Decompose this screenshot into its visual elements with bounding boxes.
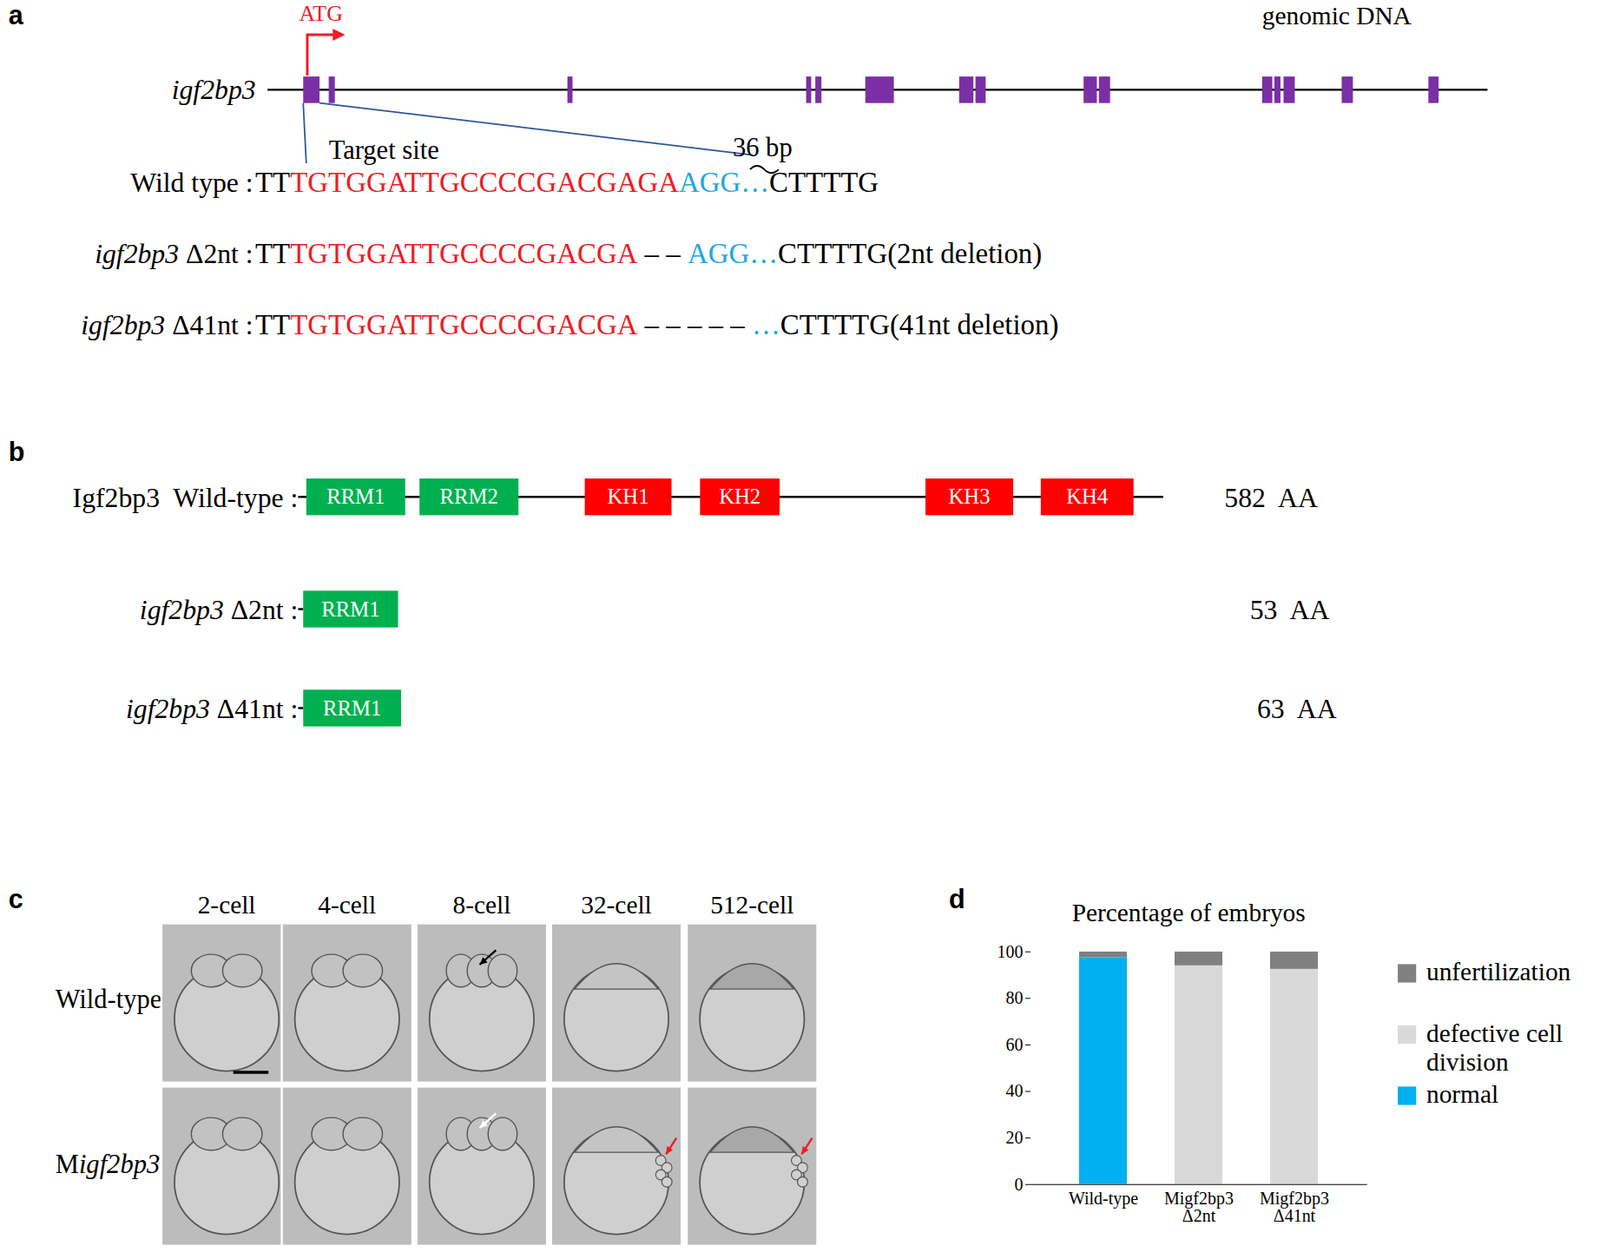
svg-text:36 bp: 36 bp — [732, 132, 793, 163]
svg-text:c: c — [8, 883, 24, 914]
svg-text:RRM1: RRM1 — [321, 597, 380, 621]
svg-text:KH2: KH2 — [718, 484, 761, 508]
svg-text:582 AA: 582 AA — [1224, 482, 1318, 514]
svg-text:igf2bp3 Δ41nt :: igf2bp3 Δ41nt : — [80, 309, 253, 341]
svg-text:igf2bp3 Δ2nt :: igf2bp3 Δ2nt : — [94, 238, 254, 270]
svg-text:Target site: Target site — [329, 135, 440, 165]
svg-text:Percentage of embryos: Percentage of embryos — [1072, 898, 1306, 927]
svg-text:KH1: KH1 — [607, 484, 650, 508]
svg-text:40: 40 — [1006, 1080, 1024, 1100]
svg-text:100: 100 — [997, 941, 1024, 961]
svg-text:d: d — [948, 883, 966, 914]
svg-text:Migf2bp3Δ41nt: Migf2bp3Δ41nt — [1259, 1188, 1330, 1225]
svg-text:53 AA: 53 AA — [1250, 594, 1331, 626]
svg-text:Migf2bp3: Migf2bp3 — [55, 1149, 161, 1179]
svg-text:Igf2bp3 Wild-type :: Igf2bp3 Wild-type : — [72, 482, 299, 514]
svg-text:Wild-type: Wild-type — [1068, 1188, 1139, 1209]
svg-text:RRM1: RRM1 — [326, 484, 385, 508]
svg-text:ATG: ATG — [299, 0, 343, 27]
svg-text:4-cell: 4-cell — [317, 890, 376, 919]
svg-text:Migf2bp3Δ2nt: Migf2bp3Δ2nt — [1164, 1188, 1234, 1225]
svg-text:KH3: KH3 — [948, 484, 991, 508]
svg-text:Wild-type: Wild-type — [55, 984, 163, 1014]
svg-text:80: 80 — [1006, 987, 1024, 1008]
svg-text:20: 20 — [1006, 1127, 1024, 1147]
svg-text:unfertilization: unfertilization — [1426, 957, 1572, 986]
svg-text:32-cell: 32-cell — [580, 890, 652, 919]
svg-text:512-cell: 512-cell — [710, 890, 794, 919]
svg-text:a: a — [8, 0, 25, 30]
svg-text:b: b — [8, 436, 26, 467]
svg-text:60: 60 — [1006, 1034, 1024, 1054]
svg-text:normal: normal — [1426, 1079, 1499, 1108]
svg-text:2-cell: 2-cell — [197, 890, 257, 919]
svg-text:division: division — [1426, 1047, 1509, 1076]
svg-text:TTTGTGGATTGCCCCGACGA – – – – –: TTTGTGGATTGCCCCGACGA – – – – – …CTTTTG(4… — [255, 309, 1059, 342]
svg-text:Wild type :: Wild type : — [130, 167, 253, 198]
svg-text:8-cell: 8-cell — [452, 890, 511, 919]
svg-text:RRM1: RRM1 — [322, 696, 382, 720]
svg-text:defective cell: defective cell — [1426, 1019, 1563, 1047]
svg-text:63 AA: 63 AA — [1257, 693, 1337, 725]
svg-text:TTTGTGGATTGCCCCGACGAGAAGG…CTTT: TTTGTGGATTGCCCCGACGAGAAGG…CTTTTG — [255, 166, 879, 198]
svg-text:igf2bp3 Δ2nt :: igf2bp3 Δ2nt : — [139, 594, 299, 626]
svg-text:igf2bp3: igf2bp3 — [171, 74, 257, 106]
svg-text:0: 0 — [1014, 1173, 1024, 1193]
svg-text:KH4: KH4 — [1066, 484, 1108, 508]
svg-text:genomic DNA: genomic DNA — [1262, 1, 1412, 30]
svg-text:TTTGTGGATTGCCCCGACGA – – AGG…C: TTTGTGGATTGCCCCGACGA – – AGG…CTTTTG(2nt … — [255, 237, 1042, 270]
svg-text:igf2bp3 Δ41nt :: igf2bp3 Δ41nt : — [125, 693, 298, 725]
svg-text:RRM2: RRM2 — [440, 484, 499, 508]
